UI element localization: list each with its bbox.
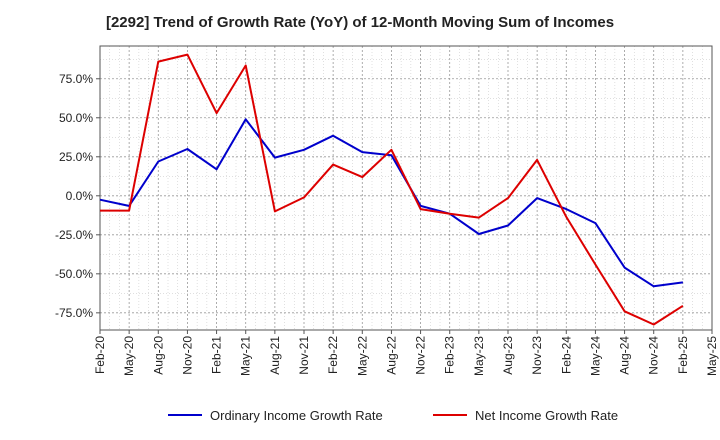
x-tick-label: Feb-22: [326, 336, 340, 374]
x-axis-ticks: Feb-20 May-20 Aug-20 Nov-20 Feb-21 May-21 Aug-…: [93, 330, 719, 376]
chart-title: [2292] Trend of Growth Rate (YoY) of 12-…: [105, 14, 615, 31]
y-tick-label: -25.0%: [55, 228, 93, 242]
grid: [99, 46, 713, 330]
y-tick-label: 50.0%: [59, 111, 93, 125]
x-tick-label: Nov-22: [414, 336, 428, 375]
y-tick-label: 75.0%: [59, 72, 93, 86]
x-tick-label: Aug-21: [268, 336, 282, 375]
legend-label: Net Income Growth Rate: [475, 408, 618, 423]
x-tick-label: Aug-23: [501, 336, 515, 375]
x-tick-label: May-21: [239, 336, 253, 376]
x-tick-label: Aug-24: [618, 336, 632, 375]
x-tick-label: May-25: [705, 336, 719, 376]
x-tick-label: Feb-24: [559, 336, 573, 374]
legend: Ordinary Income Growth Rate Net Income Gr…: [168, 408, 618, 423]
plot-area: [99, 45, 713, 331]
y-tick-label: -75.0%: [55, 306, 93, 320]
y-tick-label: -50.0%: [55, 267, 93, 281]
y-tick-label: 25.0%: [59, 150, 93, 164]
x-tick-label: Aug-20: [151, 336, 165, 375]
x-tick-label: Nov-24: [647, 336, 661, 375]
x-tick-label: Feb-21: [210, 336, 224, 374]
x-tick-label: Nov-21: [297, 336, 311, 375]
x-tick-label: May-22: [355, 336, 369, 376]
x-tick-label: May-24: [588, 336, 602, 376]
legend-label: Ordinary Income Growth Rate: [210, 408, 383, 423]
x-tick-label: Feb-20: [93, 336, 107, 374]
series-line-2: [100, 53, 684, 326]
x-tick-label: Nov-23: [530, 336, 544, 375]
x-tick-label: Feb-25: [676, 336, 690, 374]
series-lines: [99, 53, 684, 326]
x-tick-label: Nov-20: [180, 336, 194, 375]
x-tick-label: May-20: [122, 336, 136, 376]
x-tick-label: Aug-22: [384, 336, 398, 375]
y-axis-ticks: 75.0% 50.0% 25.0% 0.0% -25.0% -50.0% -75.0%: [55, 72, 100, 320]
x-tick-label: May-23: [472, 336, 486, 376]
y-tick-label: 0.0%: [66, 189, 94, 203]
x-tick-label: Feb-23: [443, 336, 457, 374]
series-line-1: [99, 118, 684, 288]
